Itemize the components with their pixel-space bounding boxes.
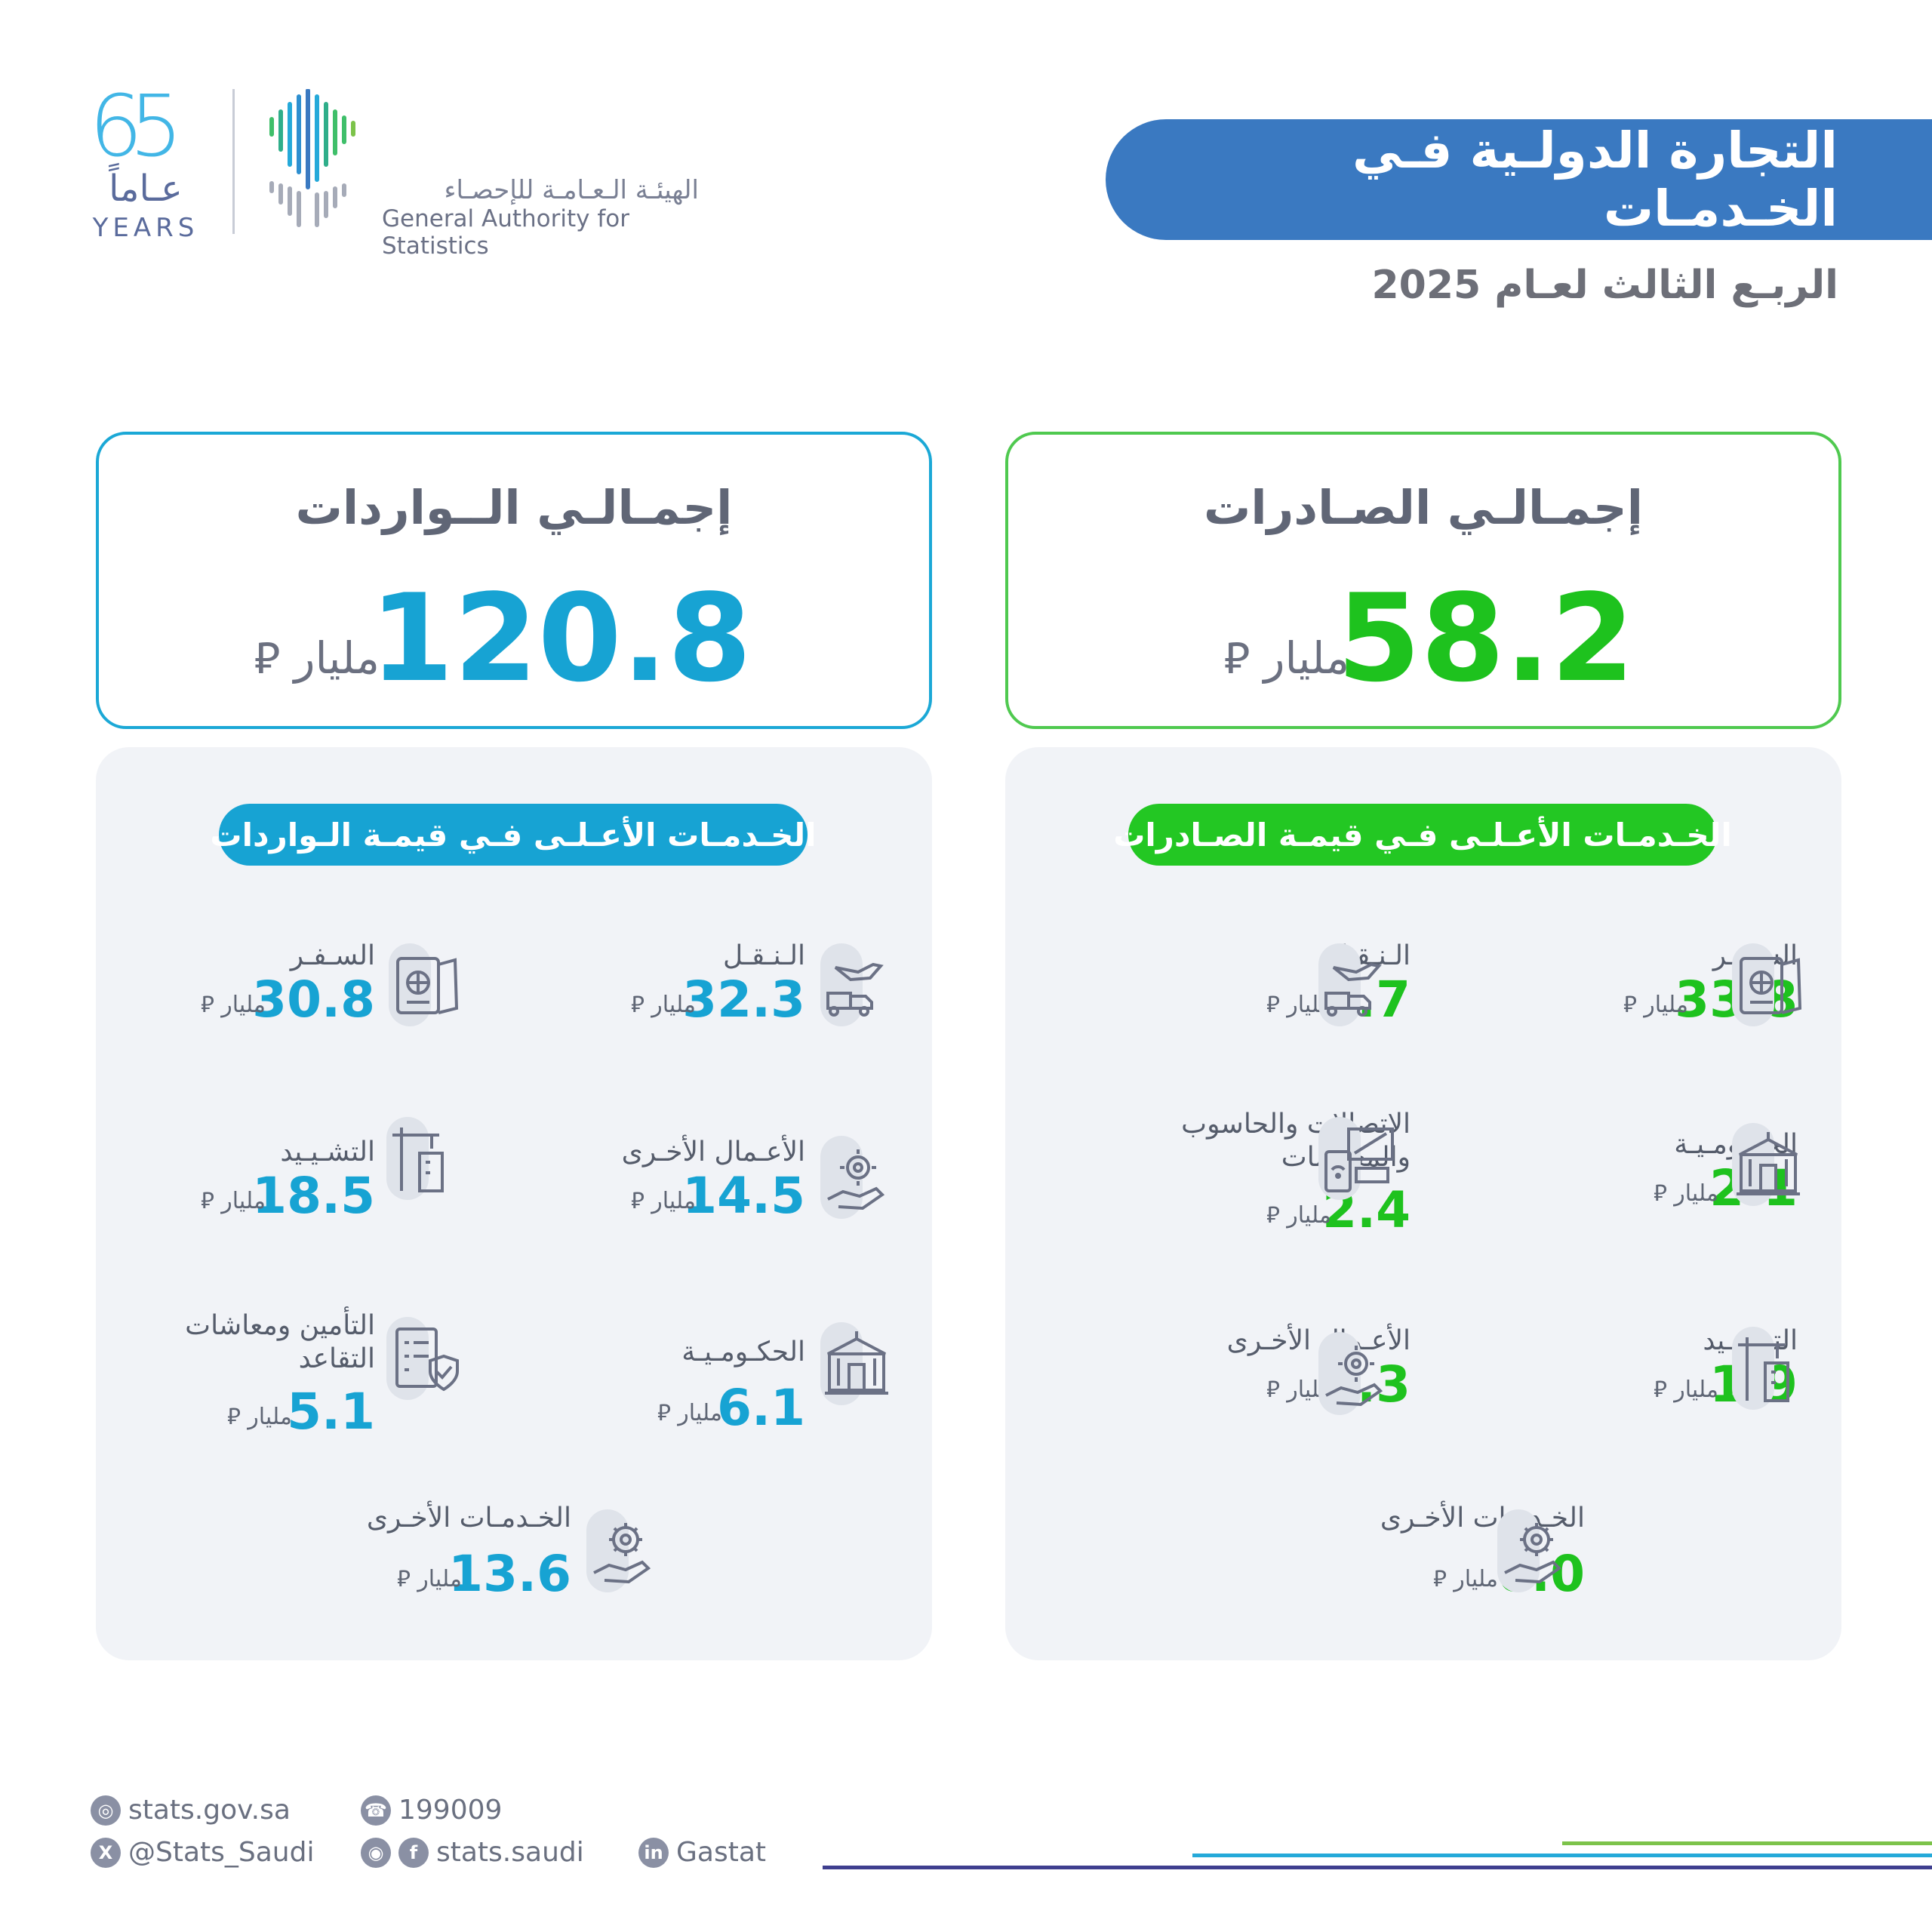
- item-label: الحكـومـيـة: [681, 1337, 805, 1367]
- anniversary-number: 65: [89, 78, 183, 176]
- item-value: 6.1: [717, 1379, 805, 1437]
- imports-total-value: 120.8: [369, 568, 752, 709]
- item-unit: مليار ⃁: [1432, 1566, 1498, 1592]
- government-building-icon: [820, 1322, 903, 1405]
- authority-name-arabic: الهيئـة الـعـامـة للإحصـاء: [444, 175, 699, 205]
- exports-total-title: إجمـالـي الصـادرات: [1204, 480, 1643, 535]
- services-gear-hand-icon: [1497, 1509, 1580, 1592]
- footer-line-navy: [823, 1866, 1932, 1869]
- government-building-icon: [1732, 1123, 1815, 1206]
- phone-link[interactable]: ☎ 199009: [361, 1795, 502, 1826]
- item-unit: مليار ⃁: [1266, 1202, 1331, 1229]
- imports-total-unit: مليار ⃁: [254, 632, 380, 684]
- item-unit: مليار ⃁: [226, 1404, 292, 1430]
- construction-crane-icon: [386, 1117, 469, 1200]
- business-gear-hand-icon: [820, 1136, 903, 1219]
- phone-text: 199009: [398, 1795, 503, 1826]
- item-value: 18.5: [252, 1167, 375, 1225]
- x-handle-text: @Stats_Saudi: [128, 1837, 315, 1868]
- linkedin-text: Gastat: [676, 1837, 767, 1868]
- exports-services-panel: الخـدمـات الأعـلـى فـي قيمـة الصـادرات ا…: [1005, 747, 1841, 1660]
- services-gear-hand-icon: [586, 1509, 669, 1592]
- linkedin-icon: in: [638, 1837, 669, 1868]
- imports-services-panel: الخـدمـات الأعـلـى فـي قيمـة الـواردات ا…: [96, 747, 932, 1660]
- exports-total-unit: مليار ⃁: [1223, 632, 1349, 684]
- item-label: التأمين ومعاشات التقاعد: [185, 1310, 375, 1374]
- phone-icon: ☎: [361, 1795, 391, 1826]
- transport-icon: [820, 943, 903, 1026]
- transport-icon: [1318, 943, 1401, 1026]
- anniversary-english: YEARS: [92, 213, 199, 243]
- exports-total-card: إجمـالـي الصـادرات 58.2 مليار ⃁: [1005, 432, 1841, 729]
- footer-line-blue: [1192, 1854, 1932, 1857]
- imports-item-other-services: الخـدمـات الأخـرى 13.6 مليار ⃁: [224, 1502, 571, 1607]
- imports-total-title: إجمـالـي الــواردات: [295, 480, 733, 535]
- item-label: الخـدمـات الأخـرى: [366, 1503, 571, 1534]
- social-text: stats.saudi: [436, 1837, 584, 1868]
- imports-total-card: إجمـالـي الــواردات 120.8 مليار ⃁: [96, 432, 932, 729]
- gastat-logo-icon: [264, 88, 370, 232]
- anniversary-arabic: عـاماً: [109, 168, 183, 210]
- anniversary-logo: 65 عـاماً YEARS: [89, 78, 202, 243]
- imports-item-other-business: الأعـمال الأخـرى 14.5 مليار ⃁: [458, 1136, 805, 1241]
- item-unit: مليار ⃁: [396, 1566, 462, 1592]
- x-icon: X: [91, 1837, 121, 1868]
- imports-section-title: الخـدمـات الأعـلـى فـي قيمـة الـواردات: [210, 804, 817, 866]
- imports-item-government: الحكـومـيـة 6.1 مليار ⃁: [458, 1336, 805, 1441]
- page-subtitle: الربـع الثالث لعـام 2025: [1371, 263, 1838, 308]
- passport-icon: [389, 943, 472, 1026]
- item-label: الأعـمال الأخـرى: [621, 1137, 805, 1168]
- exports-section-title: الخـدمـات الأعـلـى فـي قيمـة الصـادرات: [1113, 804, 1732, 866]
- item-label: السـفـر: [290, 940, 375, 971]
- exports-total-value: 58.2: [1337, 568, 1635, 709]
- exports-item-other-services: الخـدمـات الأخـرى 6.0 مليار ⃁: [1238, 1502, 1585, 1607]
- construction-crane-icon: [1732, 1327, 1815, 1410]
- imports-item-travel: السـفـر 30.8 مليار ⃁: [28, 940, 375, 1045]
- item-unit: مليار ⃁: [1653, 1377, 1718, 1403]
- item-unit: مليار ⃁: [1623, 992, 1688, 1018]
- business-gear-hand-icon: [1318, 1332, 1401, 1415]
- instagram-icon: ◉: [361, 1837, 391, 1868]
- x-link[interactable]: X @Stats_Saudi: [91, 1837, 314, 1868]
- imports-item-transport: الـنـقـل 32.3 مليار ⃁: [458, 940, 805, 1045]
- globe-icon: ◎: [91, 1795, 121, 1826]
- item-value: 14.5: [682, 1167, 805, 1225]
- page-title: التجارة الدولـية فـي الخـدمـات: [1352, 122, 1838, 238]
- item-value: 32.3: [682, 971, 805, 1029]
- logo-divider: [232, 89, 235, 234]
- item-value: 30.8: [252, 971, 375, 1029]
- title-banner: التجارة الدولـية فـي الخـدمـات: [1106, 119, 1932, 240]
- item-value: 13.6: [448, 1545, 571, 1603]
- telecom-computer-icon: [1318, 1117, 1401, 1200]
- item-unit: مليار ⃁: [200, 992, 266, 1018]
- passport-icon: [1732, 943, 1815, 1026]
- item-unit: مليار ⃁: [657, 1400, 722, 1426]
- authority-name-english: General Authority for Statistics: [382, 205, 629, 260]
- item-unit: مليار ⃁: [1653, 1180, 1718, 1207]
- facebook-icon: f: [398, 1837, 429, 1868]
- item-label: التشـيـيد: [280, 1137, 375, 1168]
- insurance-document-icon: [386, 1317, 469, 1400]
- footer-line-green: [1562, 1841, 1932, 1845]
- item-unit: مليار ⃁: [200, 1188, 266, 1214]
- item-value: 5.1: [287, 1383, 375, 1441]
- item-label: الـنـقـل: [723, 940, 805, 971]
- imports-item-construction: التشـيـيد 18.5 مليار ⃁: [28, 1136, 375, 1241]
- item-unit: مليار ⃁: [630, 992, 696, 1018]
- website-text: stats.gov.sa: [128, 1795, 291, 1826]
- website-link[interactable]: ◎ stats.gov.sa: [91, 1795, 291, 1826]
- linkedin-link[interactable]: in Gastat: [638, 1837, 766, 1868]
- imports-item-insurance: التأمين ومعاشات التقاعد 5.1 مليار ⃁: [28, 1309, 375, 1441]
- item-unit: مليار ⃁: [630, 1188, 696, 1214]
- item-label: الخـدمـات الأخـرى: [1380, 1503, 1585, 1534]
- social-link[interactable]: ◉ f stats.saudi: [361, 1837, 584, 1868]
